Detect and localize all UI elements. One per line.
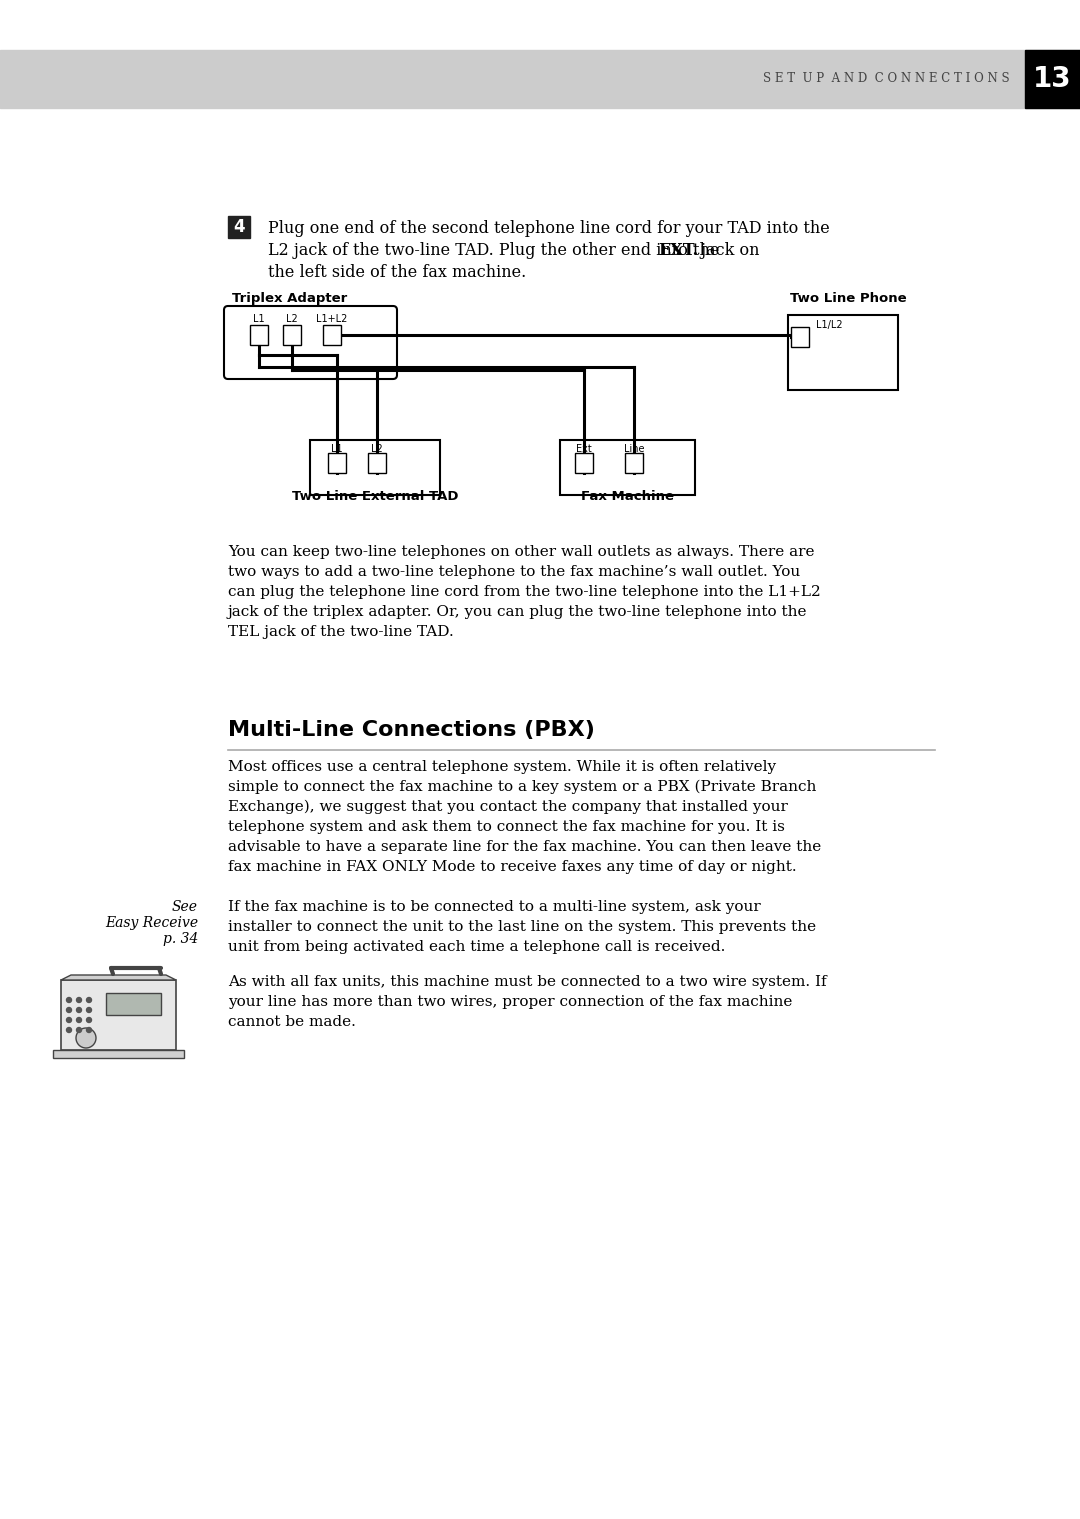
Bar — [53, 1050, 184, 1059]
Circle shape — [67, 1018, 71, 1022]
Bar — [106, 993, 161, 1015]
Text: simple to connect the fax machine to a key system or a PBX (Private Branch: simple to connect the fax machine to a k… — [228, 779, 816, 794]
Text: the left side of the fax machine.: the left side of the fax machine. — [268, 264, 526, 281]
Circle shape — [77, 1007, 81, 1013]
Circle shape — [67, 1027, 71, 1033]
Text: jack of the triplex adapter. Or, you can plug the two-line telephone into the: jack of the triplex adapter. Or, you can… — [228, 605, 808, 620]
Text: Easy Receive: Easy Receive — [105, 916, 198, 930]
Bar — [323, 325, 341, 345]
Circle shape — [77, 1018, 81, 1022]
Text: Exchange), we suggest that you contact the company that installed your: Exchange), we suggest that you contact t… — [228, 801, 788, 814]
Circle shape — [77, 998, 81, 1003]
Circle shape — [67, 998, 71, 1003]
Circle shape — [86, 998, 92, 1003]
Text: EXT.: EXT. — [658, 242, 698, 260]
Bar — [249, 325, 268, 345]
FancyBboxPatch shape — [224, 305, 397, 380]
Bar — [1025, 50, 1080, 108]
Bar — [575, 453, 593, 472]
Bar — [368, 453, 386, 472]
Bar — [228, 216, 249, 238]
Polygon shape — [60, 975, 176, 980]
Bar — [328, 453, 346, 472]
Bar — [310, 441, 440, 495]
Text: L1+L2: L1+L2 — [316, 314, 348, 324]
Text: Ext: Ext — [576, 444, 592, 454]
Text: L1: L1 — [253, 314, 265, 324]
Text: 4: 4 — [233, 219, 245, 235]
Text: unit from being activated each time a telephone call is received.: unit from being activated each time a te… — [228, 940, 726, 954]
Bar — [60, 980, 176, 1050]
Circle shape — [86, 1007, 92, 1013]
Bar — [561, 441, 696, 495]
Text: As with all fax units, this machine must be connected to a two wire system. If: As with all fax units, this machine must… — [228, 975, 826, 989]
Text: Two Line External TAD: Two Line External TAD — [292, 491, 458, 503]
Text: fax machine in FAX ONLY Mode to receive faxes any time of day or night.: fax machine in FAX ONLY Mode to receive … — [228, 860, 797, 873]
Text: telephone system and ask them to connect the fax machine for you. It is: telephone system and ask them to connect… — [228, 820, 785, 834]
Bar — [0, 50, 1080, 108]
Bar — [791, 327, 809, 346]
Text: L2 jack of the two-line TAD. Plug the other end into the: L2 jack of the two-line TAD. Plug the ot… — [268, 242, 725, 260]
Text: installer to connect the unit to the last line on the system. This prevents the: installer to connect the unit to the las… — [228, 921, 816, 934]
Text: 13: 13 — [1032, 65, 1071, 93]
Text: your line has more than two wires, proper connection of the fax machine: your line has more than two wires, prope… — [228, 995, 793, 1009]
Circle shape — [76, 1028, 96, 1048]
Text: S E T  U P  A N D  C O N N E C T I O N S: S E T U P A N D C O N N E C T I O N S — [764, 73, 1010, 85]
Text: Line: Line — [624, 444, 645, 454]
Circle shape — [86, 1018, 92, 1022]
Text: L2: L2 — [286, 314, 298, 324]
Text: Multi-Line Connections (PBX): Multi-Line Connections (PBX) — [228, 720, 595, 740]
Text: Two Line Phone: Two Line Phone — [789, 292, 906, 305]
Text: jack on: jack on — [696, 242, 759, 260]
Text: cannot be made.: cannot be made. — [228, 1015, 356, 1028]
Bar — [625, 453, 643, 472]
Text: advisable to have a separate line for the fax machine. You can then leave the: advisable to have a separate line for th… — [228, 840, 821, 854]
Text: L2: L2 — [372, 444, 383, 454]
Text: See: See — [172, 899, 198, 914]
Text: If the fax machine is to be connected to a multi-line system, ask your: If the fax machine is to be connected to… — [228, 899, 760, 914]
Text: Fax Machine: Fax Machine — [581, 491, 674, 503]
Text: can plug the telephone line cord from the two-line telephone into the L1+L2: can plug the telephone line cord from th… — [228, 585, 821, 598]
Text: Most offices use a central telephone system. While it is often relatively: Most offices use a central telephone sys… — [228, 760, 777, 775]
Bar — [788, 314, 897, 390]
Circle shape — [67, 1007, 71, 1013]
Text: p. 34: p. 34 — [163, 933, 198, 946]
Text: Plug one end of the second telephone line cord for your TAD into the: Plug one end of the second telephone lin… — [268, 220, 829, 237]
Text: You can keep two-line telephones on other wall outlets as always. There are: You can keep two-line telephones on othe… — [228, 545, 814, 559]
Bar — [283, 325, 301, 345]
Text: Triplex Adapter: Triplex Adapter — [232, 292, 348, 305]
Circle shape — [86, 1027, 92, 1033]
Circle shape — [77, 1027, 81, 1033]
Text: L1/L2: L1/L2 — [816, 321, 842, 330]
Text: two ways to add a two-line telephone to the fax machine’s wall outlet. You: two ways to add a two-line telephone to … — [228, 565, 800, 579]
Text: TEL jack of the two-line TAD.: TEL jack of the two-line TAD. — [228, 624, 454, 639]
Text: L1: L1 — [332, 444, 342, 454]
